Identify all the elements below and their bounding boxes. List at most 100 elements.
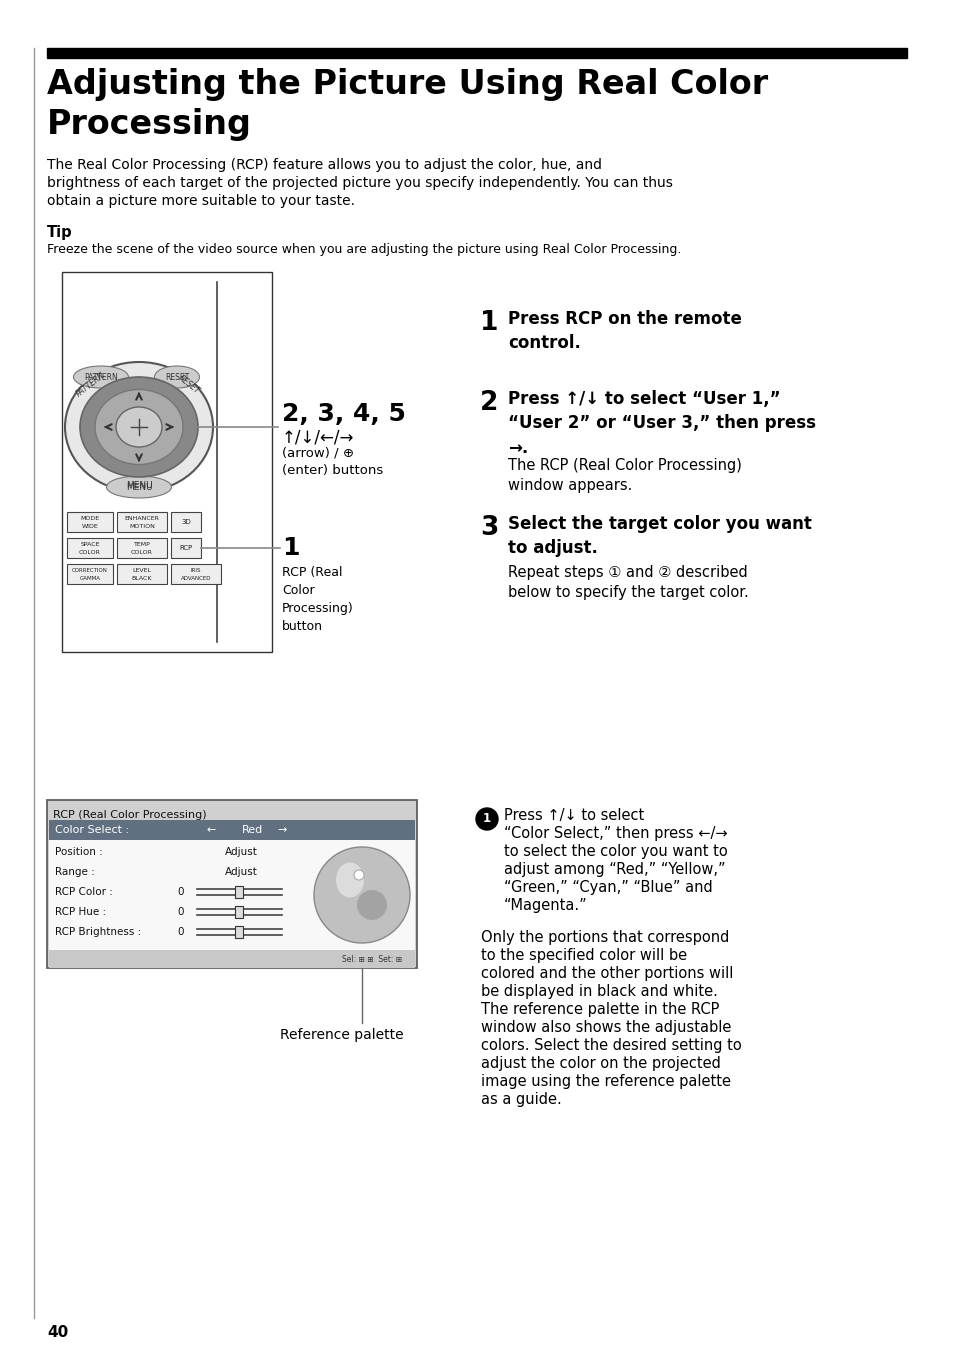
Text: Red: Red (242, 825, 263, 836)
Text: The Real Color Processing (RCP) feature allows you to adjust the color, hue, and: The Real Color Processing (RCP) feature … (47, 158, 601, 172)
Text: WIDE: WIDE (82, 523, 98, 529)
Circle shape (314, 846, 410, 942)
Circle shape (476, 808, 497, 830)
Text: window also shows the adjustable: window also shows the adjustable (480, 1019, 731, 1036)
Bar (67, 564, 112, 584)
Text: Freeze the scene of the video source when you are adjusting the picture using Re: Freeze the scene of the video source whe… (47, 243, 680, 256)
Bar (67, 538, 112, 558)
Text: PATTERN: PATTERN (84, 373, 118, 381)
Text: (enter) buttons: (enter) buttons (282, 464, 383, 477)
Text: LEVEL: LEVEL (132, 568, 152, 572)
Bar (171, 512, 201, 531)
Bar (171, 564, 221, 584)
Text: “Color Select,” then press ←/→: “Color Select,” then press ←/→ (503, 826, 727, 841)
Text: “Green,” “Cyan,” “Blue” and: “Green,” “Cyan,” “Blue” and (503, 880, 712, 895)
Text: 0: 0 (177, 927, 183, 937)
Text: Color Select :: Color Select : (55, 825, 129, 836)
Ellipse shape (80, 377, 198, 477)
Text: The reference palette in the RCP: The reference palette in the RCP (480, 1002, 719, 1017)
Text: adjust among “Red,” “Yellow,”: adjust among “Red,” “Yellow,” (503, 863, 725, 877)
Text: Processing: Processing (47, 108, 252, 141)
Text: ←: ← (207, 825, 216, 836)
Text: RCP Hue :: RCP Hue : (55, 907, 106, 917)
Text: The RCP (Real Color Processing)
window appears.: The RCP (Real Color Processing) window a… (507, 458, 741, 492)
Text: BLACK: BLACK (132, 576, 152, 580)
Bar (117, 512, 167, 531)
Text: colors. Select the desired setting to: colors. Select the desired setting to (480, 1038, 741, 1053)
Text: 0: 0 (177, 887, 183, 896)
Text: Repeat steps ① and ② described
below to specify the target color.: Repeat steps ① and ② described below to … (507, 565, 748, 600)
Text: MODE: MODE (80, 515, 99, 521)
Text: Sel: ⊞ ⊞  Set: ⊞: Sel: ⊞ ⊞ Set: ⊞ (341, 955, 402, 964)
Text: Only the portions that correspond: Only the portions that correspond (480, 930, 729, 945)
Text: RESET: RESET (165, 373, 189, 381)
Text: colored and the other portions will: colored and the other portions will (480, 965, 733, 982)
Text: Range :: Range : (55, 867, 94, 877)
Text: Press ↑/↓ to select “User 1,”
“User 2” or “User 3,” then press
→.: Press ↑/↓ to select “User 1,” “User 2” o… (507, 389, 815, 457)
Text: Adjust: Adjust (225, 846, 257, 857)
Text: 2: 2 (479, 389, 497, 416)
Text: ↑/↓/←/→: ↑/↓/←/→ (282, 429, 354, 446)
Ellipse shape (356, 890, 387, 919)
Ellipse shape (65, 362, 213, 492)
Text: 3D: 3D (181, 519, 191, 525)
Text: 2, 3, 4, 5: 2, 3, 4, 5 (282, 402, 405, 426)
Text: CORRECTION: CORRECTION (72, 568, 108, 572)
Text: MENU: MENU (126, 480, 152, 489)
Bar (49, 950, 415, 968)
Text: Position :: Position : (55, 846, 103, 857)
Text: 1: 1 (479, 310, 498, 337)
Bar (49, 821, 415, 840)
Text: RCP (Real Color Processing): RCP (Real Color Processing) (53, 810, 207, 821)
Text: 0: 0 (177, 907, 183, 917)
Text: Press RCP on the remote
control.: Press RCP on the remote control. (507, 310, 741, 353)
Text: IRIS: IRIS (191, 568, 201, 572)
Text: Press ↑/↓ to select: Press ↑/↓ to select (503, 808, 643, 823)
Text: (arrow) / ⊕: (arrow) / ⊕ (282, 448, 354, 460)
Text: Tip: Tip (47, 224, 72, 241)
Text: Adjust: Adjust (225, 867, 257, 877)
Bar (234, 906, 243, 918)
Text: “Magenta.”: “Magenta.” (503, 898, 587, 913)
Text: adjust the color on the projected: adjust the color on the projected (480, 1056, 720, 1071)
Bar (47, 800, 416, 968)
Text: obtain a picture more suitable to your taste.: obtain a picture more suitable to your t… (47, 193, 355, 208)
Text: RCP: RCP (179, 545, 193, 552)
Bar (117, 538, 167, 558)
Text: MENU: MENU (126, 483, 152, 492)
Text: RCP (Real
Color
Processing)
button: RCP (Real Color Processing) button (282, 566, 354, 633)
Text: GAMMA: GAMMA (79, 576, 100, 580)
Text: PATTERN: PATTERN (74, 370, 107, 399)
Text: image using the reference palette: image using the reference palette (480, 1073, 730, 1088)
Text: RCP Brightness :: RCP Brightness : (55, 927, 141, 937)
Ellipse shape (335, 863, 364, 898)
Text: ADVANCED: ADVANCED (180, 576, 211, 580)
Text: →: → (276, 825, 286, 836)
Text: 1: 1 (482, 813, 491, 826)
Text: be displayed in black and white.: be displayed in black and white. (480, 984, 717, 999)
Text: Adjusting the Picture Using Real Color: Adjusting the Picture Using Real Color (47, 68, 767, 101)
Text: 3: 3 (479, 515, 497, 541)
Ellipse shape (73, 366, 129, 388)
Bar (47, 49, 906, 58)
Text: COLOR: COLOR (79, 549, 101, 554)
Ellipse shape (107, 476, 172, 498)
Text: RESET: RESET (176, 375, 201, 396)
Ellipse shape (116, 407, 162, 448)
Circle shape (354, 869, 364, 880)
Text: Select the target color you want
to adjust.: Select the target color you want to adju… (507, 515, 811, 557)
Ellipse shape (154, 366, 199, 388)
Text: TEMP: TEMP (133, 542, 151, 546)
Text: RCP Color :: RCP Color : (55, 887, 112, 896)
Text: brightness of each target of the projected picture you specify independently. Yo: brightness of each target of the project… (47, 176, 672, 191)
Bar (234, 886, 243, 898)
Text: as a guide.: as a guide. (480, 1092, 561, 1107)
Bar (49, 840, 415, 950)
Bar (234, 926, 243, 938)
Text: SPACE: SPACE (80, 542, 100, 546)
Text: to select the color you want to: to select the color you want to (503, 844, 727, 859)
Text: MOTION: MOTION (129, 523, 154, 529)
Text: 40: 40 (47, 1325, 69, 1340)
Text: Reference palette: Reference palette (280, 1028, 403, 1042)
Bar (67, 512, 112, 531)
